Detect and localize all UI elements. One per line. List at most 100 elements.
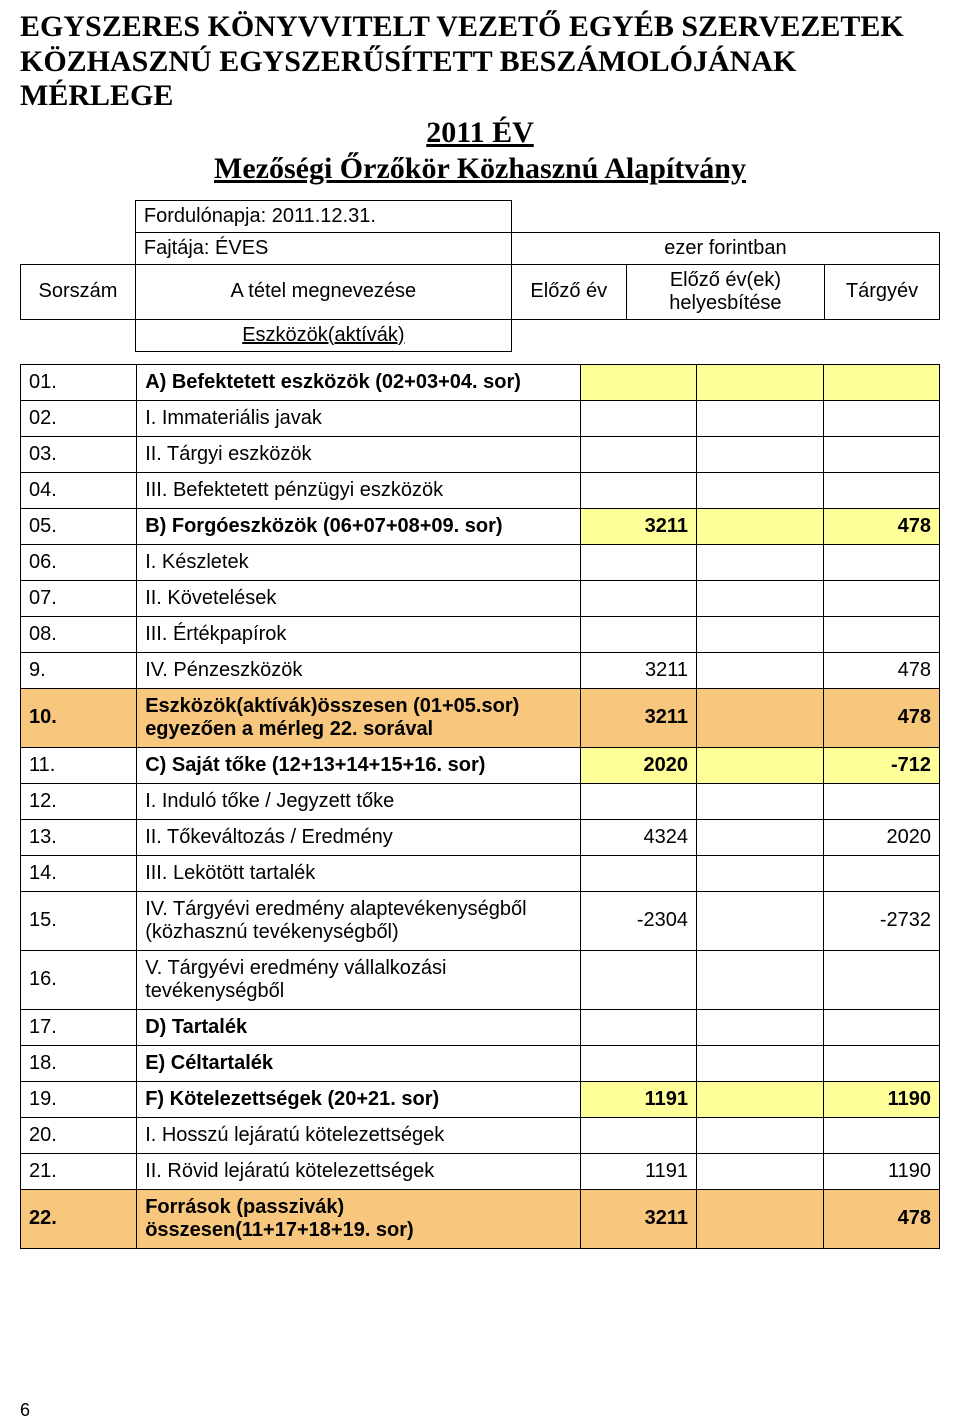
value-helyesbitese — [697, 1045, 824, 1081]
value-elozo-ev: 3211 — [580, 1189, 696, 1248]
row-label: I. Immateriális javak — [137, 400, 581, 436]
title-line2: KÖZHASZNÚ EGYSZERŰSÍTETT BESZÁMOLÓJÁNAK … — [20, 45, 940, 114]
assets-header: Eszközök(aktívák) — [135, 319, 511, 351]
value-targyev — [823, 580, 939, 616]
value-helyesbitese — [697, 1009, 824, 1045]
value-elozo-ev — [580, 472, 696, 508]
row-label: II. Követelések — [137, 580, 581, 616]
table-row: 01.A) Befektetett eszközök (02+03+04. so… — [21, 364, 940, 400]
value-helyesbitese — [697, 950, 824, 1009]
value-helyesbitese — [697, 819, 824, 855]
table-row: 22.Források (passzivák) összesen(11+17+1… — [21, 1189, 940, 1248]
value-targyev — [823, 855, 939, 891]
row-label: II. Rövid lejáratú kötelezettségek — [137, 1153, 581, 1189]
value-targyev: -712 — [823, 747, 939, 783]
table-row: 04.III. Befektetett pénzügyi eszközök — [21, 472, 940, 508]
row-number: 02. — [21, 400, 137, 436]
table-row: 10.Eszközök(aktívák)összesen (01+05.sor)… — [21, 688, 940, 747]
col-targyev: Tárgyév — [825, 264, 940, 319]
row-label: IV. Tárgyévi eredmény alaptevékenységből… — [137, 891, 581, 950]
page: EGYSZERES KÖNYVVITELT VEZETŐ EGYÉB SZERV… — [20, 10, 940, 1249]
title-org: Mezőségi Őrzőkör Közhasznú Alapítvány — [20, 152, 940, 186]
table-row: 16.V. Tárgyévi eredmény vállalkozási tev… — [21, 950, 940, 1009]
table-row: 12.I. Induló tőke / Jegyzett tőke — [21, 783, 940, 819]
table-row: 17.D) Tartalék — [21, 1009, 940, 1045]
value-helyesbitese — [697, 472, 824, 508]
value-targyev: 1190 — [823, 1153, 939, 1189]
value-elozo-ev — [580, 436, 696, 472]
row-number: 19. — [21, 1081, 137, 1117]
row-number: 05. — [21, 508, 137, 544]
col-elozo-ev: Előző év — [511, 264, 626, 319]
table-row: 9.IV. Pénzeszközök3211478 — [21, 652, 940, 688]
value-elozo-ev — [580, 616, 696, 652]
row-label: I. Hosszú lejáratú kötelezettségek — [137, 1117, 581, 1153]
balance-sheet-table: 01.A) Befektetett eszközök (02+03+04. so… — [20, 364, 940, 1249]
table-row: 02.I. Immateriális javak — [21, 400, 940, 436]
table-row: 07.II. Követelések — [21, 580, 940, 616]
row-number: 14. — [21, 855, 137, 891]
meta-date: Fordulónapja: 2011.12.31. — [135, 200, 511, 232]
value-elozo-ev: 4324 — [580, 819, 696, 855]
row-label: I. Induló tőke / Jegyzett tőke — [137, 783, 581, 819]
row-number: 16. — [21, 950, 137, 1009]
row-number: 01. — [21, 364, 137, 400]
row-number: 20. — [21, 1117, 137, 1153]
value-helyesbitese — [697, 747, 824, 783]
row-number: 08. — [21, 616, 137, 652]
value-elozo-ev — [580, 400, 696, 436]
table-row: 08.III. Értékpapírok — [21, 616, 940, 652]
value-helyesbitese — [697, 652, 824, 688]
value-helyesbitese — [697, 1081, 824, 1117]
row-label: III. Befektetett pénzügyi eszközök — [137, 472, 581, 508]
value-helyesbitese — [697, 783, 824, 819]
meta-type: Fajtája: ÉVES — [135, 232, 511, 264]
value-helyesbitese — [697, 1117, 824, 1153]
row-label: E) Céltartalék — [137, 1045, 581, 1081]
value-targyev — [823, 400, 939, 436]
value-targyev: 478 — [823, 1189, 939, 1248]
value-elozo-ev: 3211 — [580, 508, 696, 544]
table-row: 13.II. Tőkeváltozás / Eredmény43242020 — [21, 819, 940, 855]
row-number: 17. — [21, 1009, 137, 1045]
row-label: A) Befektetett eszközök (02+03+04. sor) — [137, 364, 581, 400]
row-number: 21. — [21, 1153, 137, 1189]
value-targyev — [823, 544, 939, 580]
table-row: 14.III. Lekötött tartalék — [21, 855, 940, 891]
row-number: 06. — [21, 544, 137, 580]
table-row: 20.I. Hosszú lejáratú kötelezettségek — [21, 1117, 940, 1153]
value-targyev — [823, 950, 939, 1009]
title-line1: EGYSZERES KÖNYVVITELT VEZETŐ EGYÉB SZERV… — [20, 10, 940, 45]
value-elozo-ev: 1191 — [580, 1081, 696, 1117]
value-helyesbitese — [697, 616, 824, 652]
value-targyev — [823, 364, 939, 400]
table-row: 15.IV. Tárgyévi eredmény alaptevékenység… — [21, 891, 940, 950]
value-helyesbitese — [697, 1153, 824, 1189]
row-label: F) Kötelezettségek (20+21. sor) — [137, 1081, 581, 1117]
value-elozo-ev — [580, 783, 696, 819]
col-helyesbitese: Előző év(ek) helyesbítése — [626, 264, 824, 319]
table-row: 11.C) Saját tőke (12+13+14+15+16. sor)20… — [21, 747, 940, 783]
table-row: 18.E) Céltartalék — [21, 1045, 940, 1081]
value-targyev: 1190 — [823, 1081, 939, 1117]
row-label: B) Forgóeszközök (06+07+08+09. sor) — [137, 508, 581, 544]
row-number: 9. — [21, 652, 137, 688]
col-megnevezese: A tétel megnevezése — [135, 264, 511, 319]
value-helyesbitese — [697, 544, 824, 580]
value-targyev — [823, 436, 939, 472]
value-elozo-ev: 1191 — [580, 1153, 696, 1189]
value-helyesbitese — [697, 364, 824, 400]
value-helyesbitese — [697, 508, 824, 544]
value-targyev: 478 — [823, 508, 939, 544]
value-helyesbitese — [697, 580, 824, 616]
value-elozo-ev — [580, 1117, 696, 1153]
value-targyev: 478 — [823, 688, 939, 747]
value-targyev: 2020 — [823, 819, 939, 855]
row-number: 15. — [21, 891, 137, 950]
row-number: 10. — [21, 688, 137, 747]
row-number: 07. — [21, 580, 137, 616]
value-elozo-ev: 3211 — [580, 652, 696, 688]
value-elozo-ev: 2020 — [580, 747, 696, 783]
value-elozo-ev — [580, 1009, 696, 1045]
row-label: I. Készletek — [137, 544, 581, 580]
